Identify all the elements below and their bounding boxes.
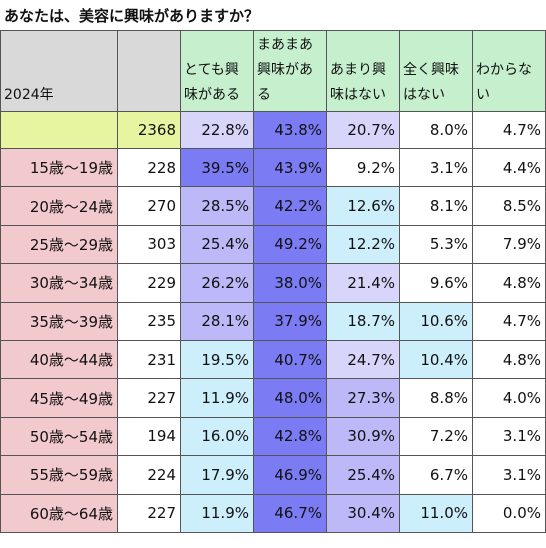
percent-cell: 3.1%: [472, 455, 546, 495]
percent-cell: 4.4%: [472, 147, 546, 188]
sample-size: 303: [117, 224, 181, 265]
percent-cell: 9.2%: [326, 147, 400, 188]
percent-cell: 26.2%: [180, 263, 254, 303]
percent-cell: 12.2%: [326, 224, 400, 265]
percent-cell: 30.4%: [326, 493, 400, 533]
age-group-label: 50歳～54歳: [0, 416, 118, 457]
percent-cell: 6.7%: [399, 455, 473, 495]
total-n: 2368: [117, 111, 181, 149]
total-value: 8.0%: [399, 111, 473, 149]
age-group-label: 45歳～49歳: [0, 378, 118, 418]
percent-cell: 11.9%: [180, 378, 254, 418]
percent-cell: 43.9%: [253, 147, 327, 188]
sample-size: 227: [117, 378, 181, 418]
sample-size: 235: [117, 301, 181, 341]
table-row: 25歳～29歳 303 25.4% 49.2% 12.2% 5.3% 7.9%: [0, 224, 546, 265]
table-row: 50歳～54歳 194 16.0% 42.8% 30.9% 7.2% 3.1%: [0, 416, 546, 457]
year-header: 2024年: [0, 30, 118, 112]
percent-cell: 0.0%: [472, 493, 546, 533]
total-value: 43.8%: [253, 111, 327, 149]
percent-cell: 25.4%: [326, 455, 400, 495]
survey-table: 2024年 とても興味がある まあまあ興味がある あまり興味はない 全く興味はな…: [0, 30, 546, 533]
total-value: 22.8%: [180, 111, 254, 149]
percent-cell: 11.0%: [399, 493, 473, 533]
header-row: 2024年 とても興味がある まあまあ興味がある あまり興味はない 全く興味はな…: [0, 30, 546, 112]
percent-cell: 8.5%: [472, 186, 546, 226]
age-group-label: 35歳～39歳: [0, 301, 118, 341]
sample-size: 229: [117, 263, 181, 303]
sample-size: 228: [117, 147, 181, 188]
percent-cell: 46.7%: [253, 493, 327, 533]
percent-cell: 8.8%: [399, 378, 473, 418]
percent-cell: 5.3%: [399, 224, 473, 265]
sample-size: 224: [117, 455, 181, 495]
age-group-label: 15歳～19歳: [0, 147, 118, 188]
percent-cell: 24.7%: [326, 339, 400, 380]
total-value: 20.7%: [326, 111, 400, 149]
page-title: あなたは、美容に興味がありますか？: [4, 7, 260, 25]
column-header: あまり興味はない: [326, 30, 400, 112]
percent-cell: 3.1%: [472, 416, 546, 457]
percent-cell: 12.6%: [326, 186, 400, 226]
percent-cell: 7.2%: [399, 416, 473, 457]
percent-cell: 4.8%: [472, 263, 546, 303]
percent-cell: 37.9%: [253, 301, 327, 341]
table-row: 60歳～64歳 227 11.9% 46.7% 30.4% 11.0% 0.0%: [0, 493, 546, 533]
percent-cell: 42.2%: [253, 186, 327, 226]
column-header: とても興味がある: [180, 30, 254, 112]
column-header: 全く興味はない: [399, 30, 473, 112]
percent-cell: 11.9%: [180, 493, 254, 533]
percent-cell: 8.1%: [399, 186, 473, 226]
percent-cell: 49.2%: [253, 224, 327, 265]
table-row: 40歳～44歳 231 19.5% 40.7% 24.7% 10.4% 4.8%: [0, 339, 546, 380]
percent-cell: 9.6%: [399, 263, 473, 303]
age-group-label: 40歳～44歳: [0, 339, 118, 380]
sample-size: 270: [117, 186, 181, 226]
percent-cell: 28.5%: [180, 186, 254, 226]
percent-cell: 7.9%: [472, 224, 546, 265]
percent-cell: 10.4%: [399, 339, 473, 380]
total-value: 4.7%: [472, 111, 546, 149]
percent-cell: 40.7%: [253, 339, 327, 380]
column-header: まあまあ興味がある: [253, 30, 327, 112]
n-header: [117, 30, 181, 112]
percent-cell: 16.0%: [180, 416, 254, 457]
sample-size: 231: [117, 339, 181, 380]
percent-cell: 30.9%: [326, 416, 400, 457]
age-group-label: 60歳～64歳: [0, 493, 118, 533]
percent-cell: 39.5%: [180, 147, 254, 188]
percent-cell: 28.1%: [180, 301, 254, 341]
age-group-label: 55歳～59歳: [0, 455, 118, 495]
percent-cell: 4.0%: [472, 378, 546, 418]
percent-cell: 3.1%: [399, 147, 473, 188]
percent-cell: 48.0%: [253, 378, 327, 418]
age-group-label: 25歳～29歳: [0, 224, 118, 265]
age-group-label: 30歳～34歳: [0, 263, 118, 303]
percent-cell: 4.8%: [472, 339, 546, 380]
table-row: 20歳～24歳 270 28.5% 42.2% 12.6% 8.1% 8.5%: [0, 186, 546, 226]
sample-size: 194: [117, 416, 181, 457]
percent-cell: 27.3%: [326, 378, 400, 418]
percent-cell: 18.7%: [326, 301, 400, 341]
table-row: 30歳～34歳 229 26.2% 38.0% 21.4% 9.6% 4.8%: [0, 263, 546, 303]
column-header: わからない: [472, 30, 546, 112]
percent-cell: 10.6%: [399, 301, 473, 341]
percent-cell: 42.8%: [253, 416, 327, 457]
percent-cell: 21.4%: [326, 263, 400, 303]
percent-cell: 46.9%: [253, 455, 327, 495]
percent-cell: 25.4%: [180, 224, 254, 265]
table-row: 45歳～49歳 227 11.9% 48.0% 27.3% 8.8% 4.0%: [0, 378, 546, 418]
percent-cell: 38.0%: [253, 263, 327, 303]
percent-cell: 17.9%: [180, 455, 254, 495]
age-group-label: 20歳～24歳: [0, 186, 118, 226]
total-row: 2368 22.8% 43.8% 20.7% 8.0% 4.7%: [0, 111, 546, 149]
total-label: [0, 111, 118, 149]
table-row: 35歳～39歳 235 28.1% 37.9% 18.7% 10.6% 4.7%: [0, 301, 546, 341]
table-row: 15歳～19歳 228 39.5% 43.9% 9.2% 3.1% 4.4%: [0, 147, 546, 188]
table-row: 55歳～59歳 224 17.9% 46.9% 25.4% 6.7% 3.1%: [0, 455, 546, 495]
percent-cell: 19.5%: [180, 339, 254, 380]
sample-size: 227: [117, 493, 181, 533]
percent-cell: 4.7%: [472, 301, 546, 341]
